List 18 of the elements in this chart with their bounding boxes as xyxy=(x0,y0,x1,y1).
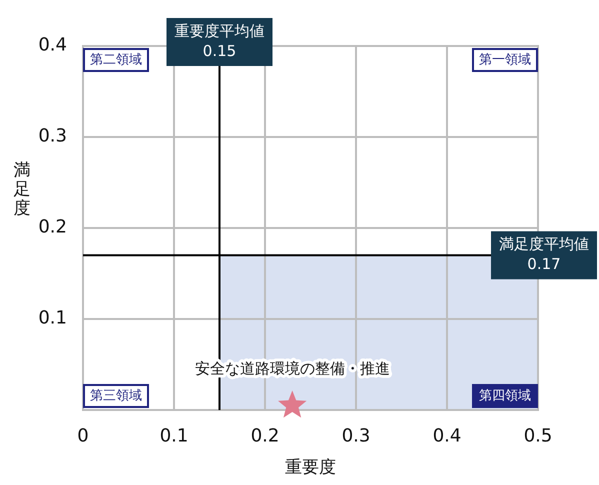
y-tick-label: 0.2 xyxy=(38,216,67,238)
x-tick-label: 0.2 xyxy=(250,425,280,446)
y-tick-label: 0.1 xyxy=(38,308,67,329)
x-tick-label: 0.5 xyxy=(524,425,552,446)
x-axis-title: 重要度 xyxy=(285,457,336,478)
ref-line-label: 満足度平均値 0.17 xyxy=(499,235,589,274)
y-tick-label: 0.3 xyxy=(38,126,67,147)
annotation: 第三領域 xyxy=(90,388,142,404)
y-axis-title: 満足度 xyxy=(14,160,30,218)
x-tick-label: 0.4 xyxy=(432,425,462,446)
ref-line-label: 重要度平均値 0.15 xyxy=(174,22,264,60)
y-tick-label: 0.4 xyxy=(38,34,67,56)
annotation: 第一領域 xyxy=(479,52,531,68)
x-tick-label: 0 xyxy=(77,425,89,446)
annotation: 第四領域 xyxy=(479,388,531,404)
x-tick-label: 0.1 xyxy=(160,425,188,446)
x-tick-label: 0.3 xyxy=(342,425,370,446)
annotation: 第二領域 xyxy=(90,52,142,68)
